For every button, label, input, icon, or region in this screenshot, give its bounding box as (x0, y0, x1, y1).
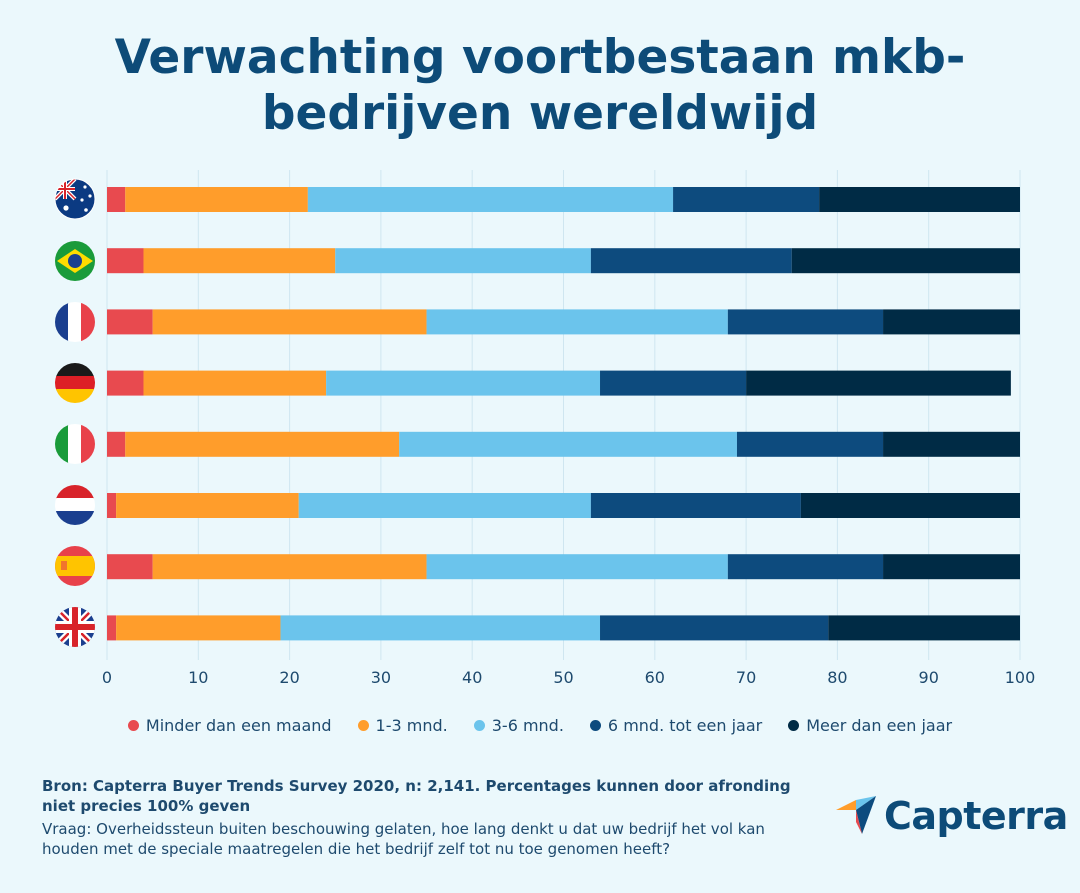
footer: Bron: Capterra Buyer Trends Survey 2020,… (42, 776, 802, 859)
legend-dot (788, 720, 800, 731)
legend: Minder dan een maand 1-3 mnd. 3-6 mnd. 6… (0, 716, 1080, 735)
x-tick-label: 80 (827, 668, 847, 687)
bar-segment (399, 431, 737, 457)
bar-segment (107, 309, 153, 335)
bar-segment (600, 615, 829, 641)
legend-label: 3-6 mnd. (491, 716, 564, 735)
chart-title: Verwachting voortbestaan mkb- bedrijven … (0, 30, 1080, 142)
x-tick-label: 0 (102, 668, 112, 687)
bar-segment (883, 309, 1020, 335)
brazil-flag-icon (55, 241, 95, 281)
capterra-logo-icon (836, 796, 876, 834)
bar-segment (107, 370, 144, 396)
bar-segment (335, 248, 591, 274)
legend-item-1-3-months: 1-3 mnd. (357, 716, 448, 735)
legend-dot (127, 720, 139, 731)
capterra-logo: Capterra (836, 794, 1068, 838)
bars-group (107, 187, 1020, 641)
bar-segment (107, 431, 126, 457)
bar-segment (673, 187, 820, 212)
germany-flag-icon (55, 363, 95, 403)
bar-segment (107, 554, 153, 580)
italy-flag-icon (55, 424, 95, 464)
bar-segment (298, 493, 591, 518)
bar-segment (107, 493, 117, 518)
stacked-bar-chart: 0 10 20 30 40 50 60 70 80 90 100 (54, 170, 1035, 687)
bar-segment (143, 370, 327, 396)
legend-label: Minder dan een maand (145, 716, 332, 735)
legend-item-6-months-to-year: 6 mnd. tot een jaar (589, 716, 763, 735)
bar-segment (107, 187, 126, 212)
bar-segment (600, 370, 747, 396)
bar-segment (152, 309, 427, 335)
x-tick-label: 100 (1005, 668, 1036, 687)
flag-column (54, 178, 96, 647)
bar-segment (307, 187, 674, 212)
bar-segment (426, 309, 728, 335)
legend-dot (589, 720, 601, 731)
bar-segment (883, 431, 1020, 457)
x-tick-label: 60 (645, 668, 665, 687)
legend-item-3-6-months: 3-6 mnd. (473, 716, 564, 735)
legend-label: 6 mnd. tot een jaar (607, 716, 763, 735)
bar-segment (116, 615, 281, 641)
bar-segment (828, 615, 1020, 641)
legend-label: 1-3 mnd. (375, 716, 448, 735)
bar-segment (107, 615, 117, 641)
x-axis: 0 10 20 30 40 50 60 70 80 90 100 (102, 668, 1035, 687)
bar-segment (125, 431, 400, 457)
bar-segment (800, 493, 1020, 518)
bar-segment (426, 554, 728, 580)
bar-segment (819, 187, 1020, 212)
spain-flag-icon (55, 546, 95, 586)
bar-segment (727, 554, 884, 580)
x-tick-label: 50 (553, 668, 573, 687)
uk-flag-icon (55, 607, 95, 647)
bar-segment (727, 309, 884, 335)
bar-segment (736, 431, 884, 457)
bar-segment (326, 370, 601, 396)
bar-segment (746, 370, 1011, 396)
legend-item-more-than-year: Meer dan een jaar (788, 716, 952, 735)
bar-segment (791, 248, 1020, 274)
bar-segment (883, 554, 1020, 580)
bar-segment (152, 554, 427, 580)
legend-dot (473, 720, 485, 731)
x-tick-label: 10 (188, 668, 208, 687)
grid-lines (106, 170, 1021, 660)
bar-segment (280, 615, 601, 641)
x-tick-label: 90 (919, 668, 939, 687)
france-flag-icon (55, 302, 95, 342)
legend-dot (357, 720, 369, 731)
capterra-logo-text: Capterra (884, 794, 1068, 838)
chart-title-line-2: bedrijven wereldwijd (261, 86, 819, 141)
source-note: Bron: Capterra Buyer Trends Survey 2020,… (42, 777, 791, 815)
bar-segment (590, 493, 801, 518)
bar-segment (116, 493, 299, 518)
legend-item-less-than-month: Minder dan een maand (127, 716, 332, 735)
x-tick-label: 40 (462, 668, 482, 687)
x-tick-label: 70 (736, 668, 756, 687)
x-tick-label: 20 (279, 668, 299, 687)
chart-title-line-1: Verwachting voortbestaan mkb- (114, 30, 966, 85)
netherlands-flag-icon (55, 485, 95, 525)
x-tick-label: 30 (371, 668, 391, 687)
bar-segment (125, 187, 308, 212)
legend-label: Meer dan een jaar (806, 716, 953, 735)
bar-segment (107, 248, 144, 274)
survey-question: Vraag: Overheidssteun buiten beschouwing… (42, 820, 765, 858)
bar-segment (143, 248, 336, 274)
bar-segment (590, 248, 792, 274)
